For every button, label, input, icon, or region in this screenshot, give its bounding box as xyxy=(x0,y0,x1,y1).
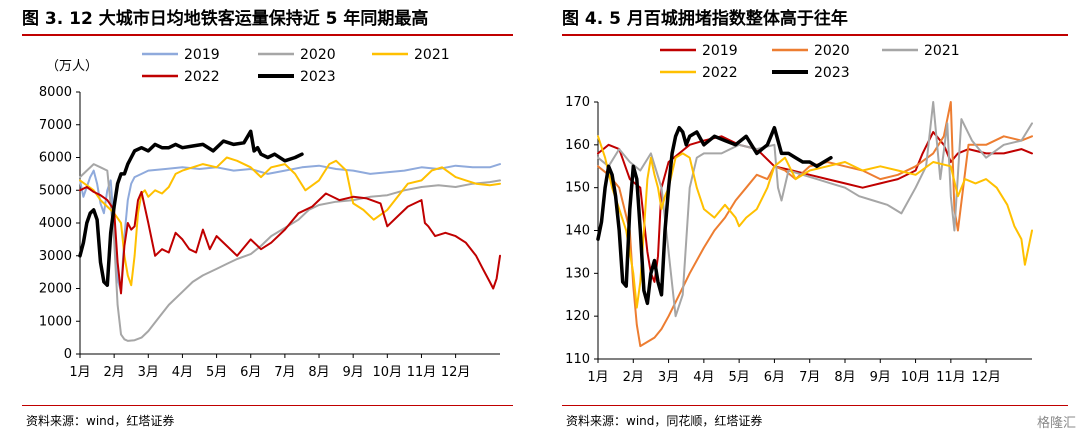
x-tick-label: 6月 xyxy=(764,370,785,385)
y-tick-label: 4000 xyxy=(39,216,72,231)
footer-divider xyxy=(22,405,513,406)
chart-panel-right: 图 4. 5 月百城拥堵指数整体高于往年 110 120 130 140 150 160 1… xyxy=(540,0,1080,438)
x-tick-label: 11月 xyxy=(936,370,966,385)
legend-label: 2021 xyxy=(414,47,450,63)
x-tick-label: 9月 xyxy=(870,370,891,385)
x-tick-label: 4月 xyxy=(693,370,714,385)
x-tick-label: 1月 xyxy=(587,370,608,385)
x-tick-label: 7月 xyxy=(274,365,295,380)
x-tick-label: 5月 xyxy=(206,365,227,380)
y-tick-label: 150 xyxy=(565,181,590,196)
x-tick-label: 4月 xyxy=(172,365,193,380)
chart-source: 资料来源：wind，红塔证券 xyxy=(26,414,175,428)
series-line-2020 xyxy=(597,101,1033,348)
y-tick-label: 140 xyxy=(565,224,590,239)
y-tick-label: 0 xyxy=(64,347,72,362)
legend-label: 2019 xyxy=(184,47,220,63)
y-tick-label: 160 xyxy=(565,138,590,153)
y-tick-label: 130 xyxy=(565,266,590,281)
x-tick-label: 6月 xyxy=(240,365,261,380)
x-tick-label: 8月 xyxy=(308,365,329,380)
footer-divider xyxy=(562,405,1068,406)
y-axis-label: （万人） xyxy=(46,59,98,74)
chart-title: 图 3. 12 大城市日均地铁客运量保持近 5 年同期最高 xyxy=(22,9,429,29)
x-tick-label: 3月 xyxy=(138,365,159,380)
legend-label: 2019 xyxy=(702,43,738,59)
chart-panel-left: 图 3. 12 大城市日均地铁客运量保持近 5 年同期最高 0 1000 2000 3… xyxy=(0,0,525,438)
y-tick-label: 8000 xyxy=(39,85,72,100)
series-line-2022 xyxy=(597,135,1033,309)
y-tick-label: 110 xyxy=(565,352,590,367)
series-line-2022 xyxy=(79,186,501,295)
x-tick-label: 11月 xyxy=(407,365,437,380)
y-tick-label: 6000 xyxy=(39,151,72,166)
x-tick-label: 9月 xyxy=(343,365,364,380)
x-tick-label: 12月 xyxy=(441,365,471,380)
x-tick-label: 5月 xyxy=(728,370,749,385)
y-tick-label: 2000 xyxy=(39,282,72,297)
chart-left-svg: 0 1000 2000 3000 4000 5000 6000 7000 8000 1月 2月 3月 4… xyxy=(39,47,501,380)
x-tick-label: 12月 xyxy=(971,370,1001,385)
legend-label: 2020 xyxy=(300,47,336,63)
y-tick-label: 5000 xyxy=(39,183,72,198)
title-divider xyxy=(22,34,513,36)
x-tick-label: 8月 xyxy=(834,370,855,385)
y-tick-label: 170 xyxy=(565,95,590,110)
y-tick-label: 120 xyxy=(565,309,590,324)
y-tick-label: 1000 xyxy=(39,314,72,329)
title-divider xyxy=(562,34,1068,36)
series-line-2021 xyxy=(79,156,501,287)
x-tick-label: 3月 xyxy=(658,370,679,385)
series-line-2019 xyxy=(79,163,501,293)
x-tick-label: 1月 xyxy=(69,365,90,380)
chart-source: 资料来源：wind，同花顺，红塔证券 xyxy=(566,414,763,428)
legend-label: 2022 xyxy=(702,65,738,81)
x-tick-label: 7月 xyxy=(799,370,820,385)
watermark-logo: 格隆汇 xyxy=(1036,416,1076,431)
series-line-2023 xyxy=(596,125,833,306)
legend-label: 2023 xyxy=(814,65,850,81)
legend-label: 2021 xyxy=(924,43,960,59)
chart-title: 图 4. 5 月百城拥堵指数整体高于往年 xyxy=(562,9,848,29)
legend-label: 2023 xyxy=(300,69,336,85)
chart-right-svg: 110 120 130 140 150 160 170 1月 2月 3月 4月 5月 6月 7月 8月 9月 1… xyxy=(565,43,1033,385)
x-tick-label: 2月 xyxy=(623,370,644,385)
legend-label: 2022 xyxy=(184,69,220,85)
x-tick-label: 10月 xyxy=(901,370,931,385)
y-tick-label: 7000 xyxy=(39,118,72,133)
series-line-2020 xyxy=(79,163,501,342)
x-tick-label: 2月 xyxy=(104,365,125,380)
legend-label: 2020 xyxy=(814,43,850,59)
series-line-2023 xyxy=(78,129,304,287)
x-tick-label: 10月 xyxy=(373,365,403,380)
y-tick-label: 3000 xyxy=(39,249,72,264)
